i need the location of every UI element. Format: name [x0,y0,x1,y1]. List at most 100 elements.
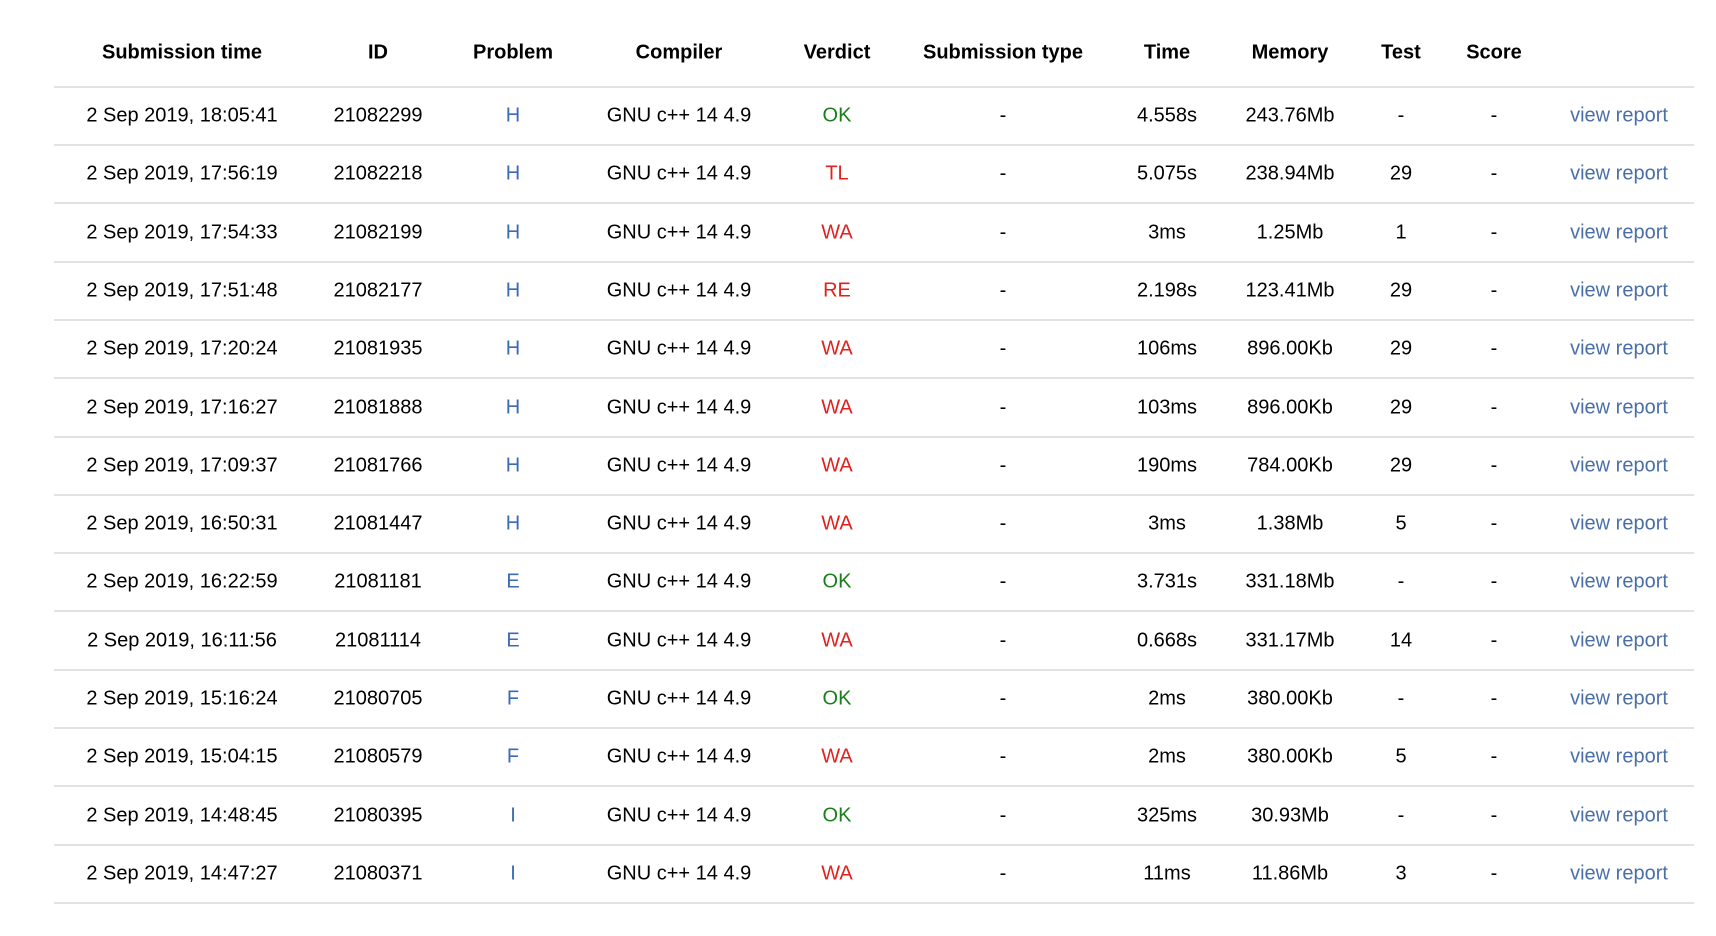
submission-time: 2 Sep 2019, 14:47:27 [86,862,278,885]
memory: 380.00Kb [1247,745,1333,768]
problem[interactable]: H [505,512,521,535]
row-divider [54,435,1694,438]
view-report[interactable]: view report [1570,629,1668,652]
score: - [1490,279,1498,302]
view-report[interactable]: view report [1570,745,1668,768]
compiler: GNU c++ 14 4.9 [606,221,752,244]
verdict: OK [822,570,852,593]
submission-time: 2 Sep 2019, 16:22:59 [86,570,278,593]
submission-id: 21081888 [333,396,423,418]
verdict: WA [821,221,853,244]
view-report[interactable]: view report [1570,570,1668,593]
submission-id: 21081935 [333,337,423,360]
score: - [1490,862,1498,885]
compiler: GNU c++ 14 4.9 [606,279,752,302]
submission-id: 21081447 [333,512,423,535]
test: 29 [1389,337,1413,360]
problem[interactable]: H [505,396,521,418]
test: - [1397,104,1405,127]
view-report[interactable]: view report [1570,454,1668,477]
submission-time: 2 Sep 2019, 17:16:27 [86,396,278,418]
test: 14 [1389,629,1413,652]
verdict: WA [821,862,853,885]
submission-id: 21081181 [334,570,422,593]
view-report[interactable]: view report [1570,162,1668,185]
compiler: GNU c++ 14 4.9 [606,862,752,885]
problem[interactable]: F [506,687,520,710]
problem[interactable]: H [505,337,521,360]
time: 4.558s [1136,104,1198,127]
view-report[interactable]: view report [1570,512,1668,535]
problem[interactable]: H [505,162,521,185]
test: 29 [1389,454,1413,477]
submission-type: - [999,629,1007,652]
submission-type: - [999,804,1007,827]
problem[interactable]: I [510,862,516,885]
compiler: GNU c++ 14 4.9 [606,804,752,827]
score: - [1490,162,1498,185]
memory: 1.38Mb [1256,512,1324,535]
compiler: GNU c++ 14 4.9 [606,687,752,710]
problem[interactable]: H [505,104,521,127]
verdict: RE [823,279,851,302]
row-divider [54,493,1694,496]
view-report[interactable]: view report [1570,687,1668,710]
problem[interactable]: F [506,745,520,768]
verdict: OK [822,804,852,827]
memory: 123.41Mb [1245,279,1335,302]
row-divider [54,377,1694,380]
submission-type: - [999,570,1007,593]
submission-id: 21082199 [333,221,423,244]
compiler: GNU c++ 14 4.9 [606,512,752,535]
view-report[interactable]: view report [1570,279,1668,302]
problem[interactable]: E [506,629,520,652]
submission-time: 2 Sep 2019, 18:05:41 [86,104,278,127]
memory: 896.00Kb [1247,337,1333,360]
problem[interactable]: H [505,279,521,302]
verdict: OK [822,104,852,127]
verdict: OK [822,687,852,710]
memory: 331.18Mb [1245,570,1335,593]
submission-type: - [999,221,1007,244]
verdict: WA [821,512,853,535]
test: - [1397,804,1405,827]
column-header: Time [1143,41,1191,64]
compiler: GNU c++ 14 4.9 [606,396,752,418]
view-report[interactable]: view report [1570,337,1668,360]
score: - [1490,570,1498,593]
submission-type: - [999,396,1007,418]
view-report[interactable]: view report [1570,804,1668,827]
view-report[interactable]: view report [1570,221,1668,244]
score: - [1490,221,1498,244]
submission-time: 2 Sep 2019, 17:54:33 [86,221,278,244]
view-report[interactable]: view report [1570,396,1668,418]
view-report[interactable]: view report [1570,104,1668,127]
problem[interactable]: H [505,454,521,477]
column-header: Problem [472,41,554,64]
view-report[interactable]: view report [1570,862,1668,885]
time: 325ms [1136,804,1198,827]
test: - [1397,687,1405,710]
row-divider [54,144,1694,146]
verdict: TL [825,162,849,185]
compiler: GNU c++ 14 4.9 [606,629,752,652]
row-divider [54,86,1694,88]
submission-time: 2 Sep 2019, 15:04:15 [86,745,278,768]
problem[interactable]: E [506,570,520,593]
time: 2.198s [1136,279,1198,302]
time: 3ms [1148,221,1186,244]
row-divider [54,318,1694,321]
row-divider [54,727,1694,729]
score: - [1490,804,1498,827]
submission-type: - [999,512,1007,535]
row-divider [54,843,1694,846]
submission-time: 2 Sep 2019, 17:20:24 [86,337,278,360]
problem[interactable]: I [510,804,516,827]
problem[interactable]: H [505,221,521,244]
memory: 238.94Mb [1245,162,1335,185]
score: - [1490,629,1498,652]
score: - [1490,512,1498,535]
verdict: WA [821,629,853,652]
compiler: GNU c++ 14 4.9 [606,104,752,127]
